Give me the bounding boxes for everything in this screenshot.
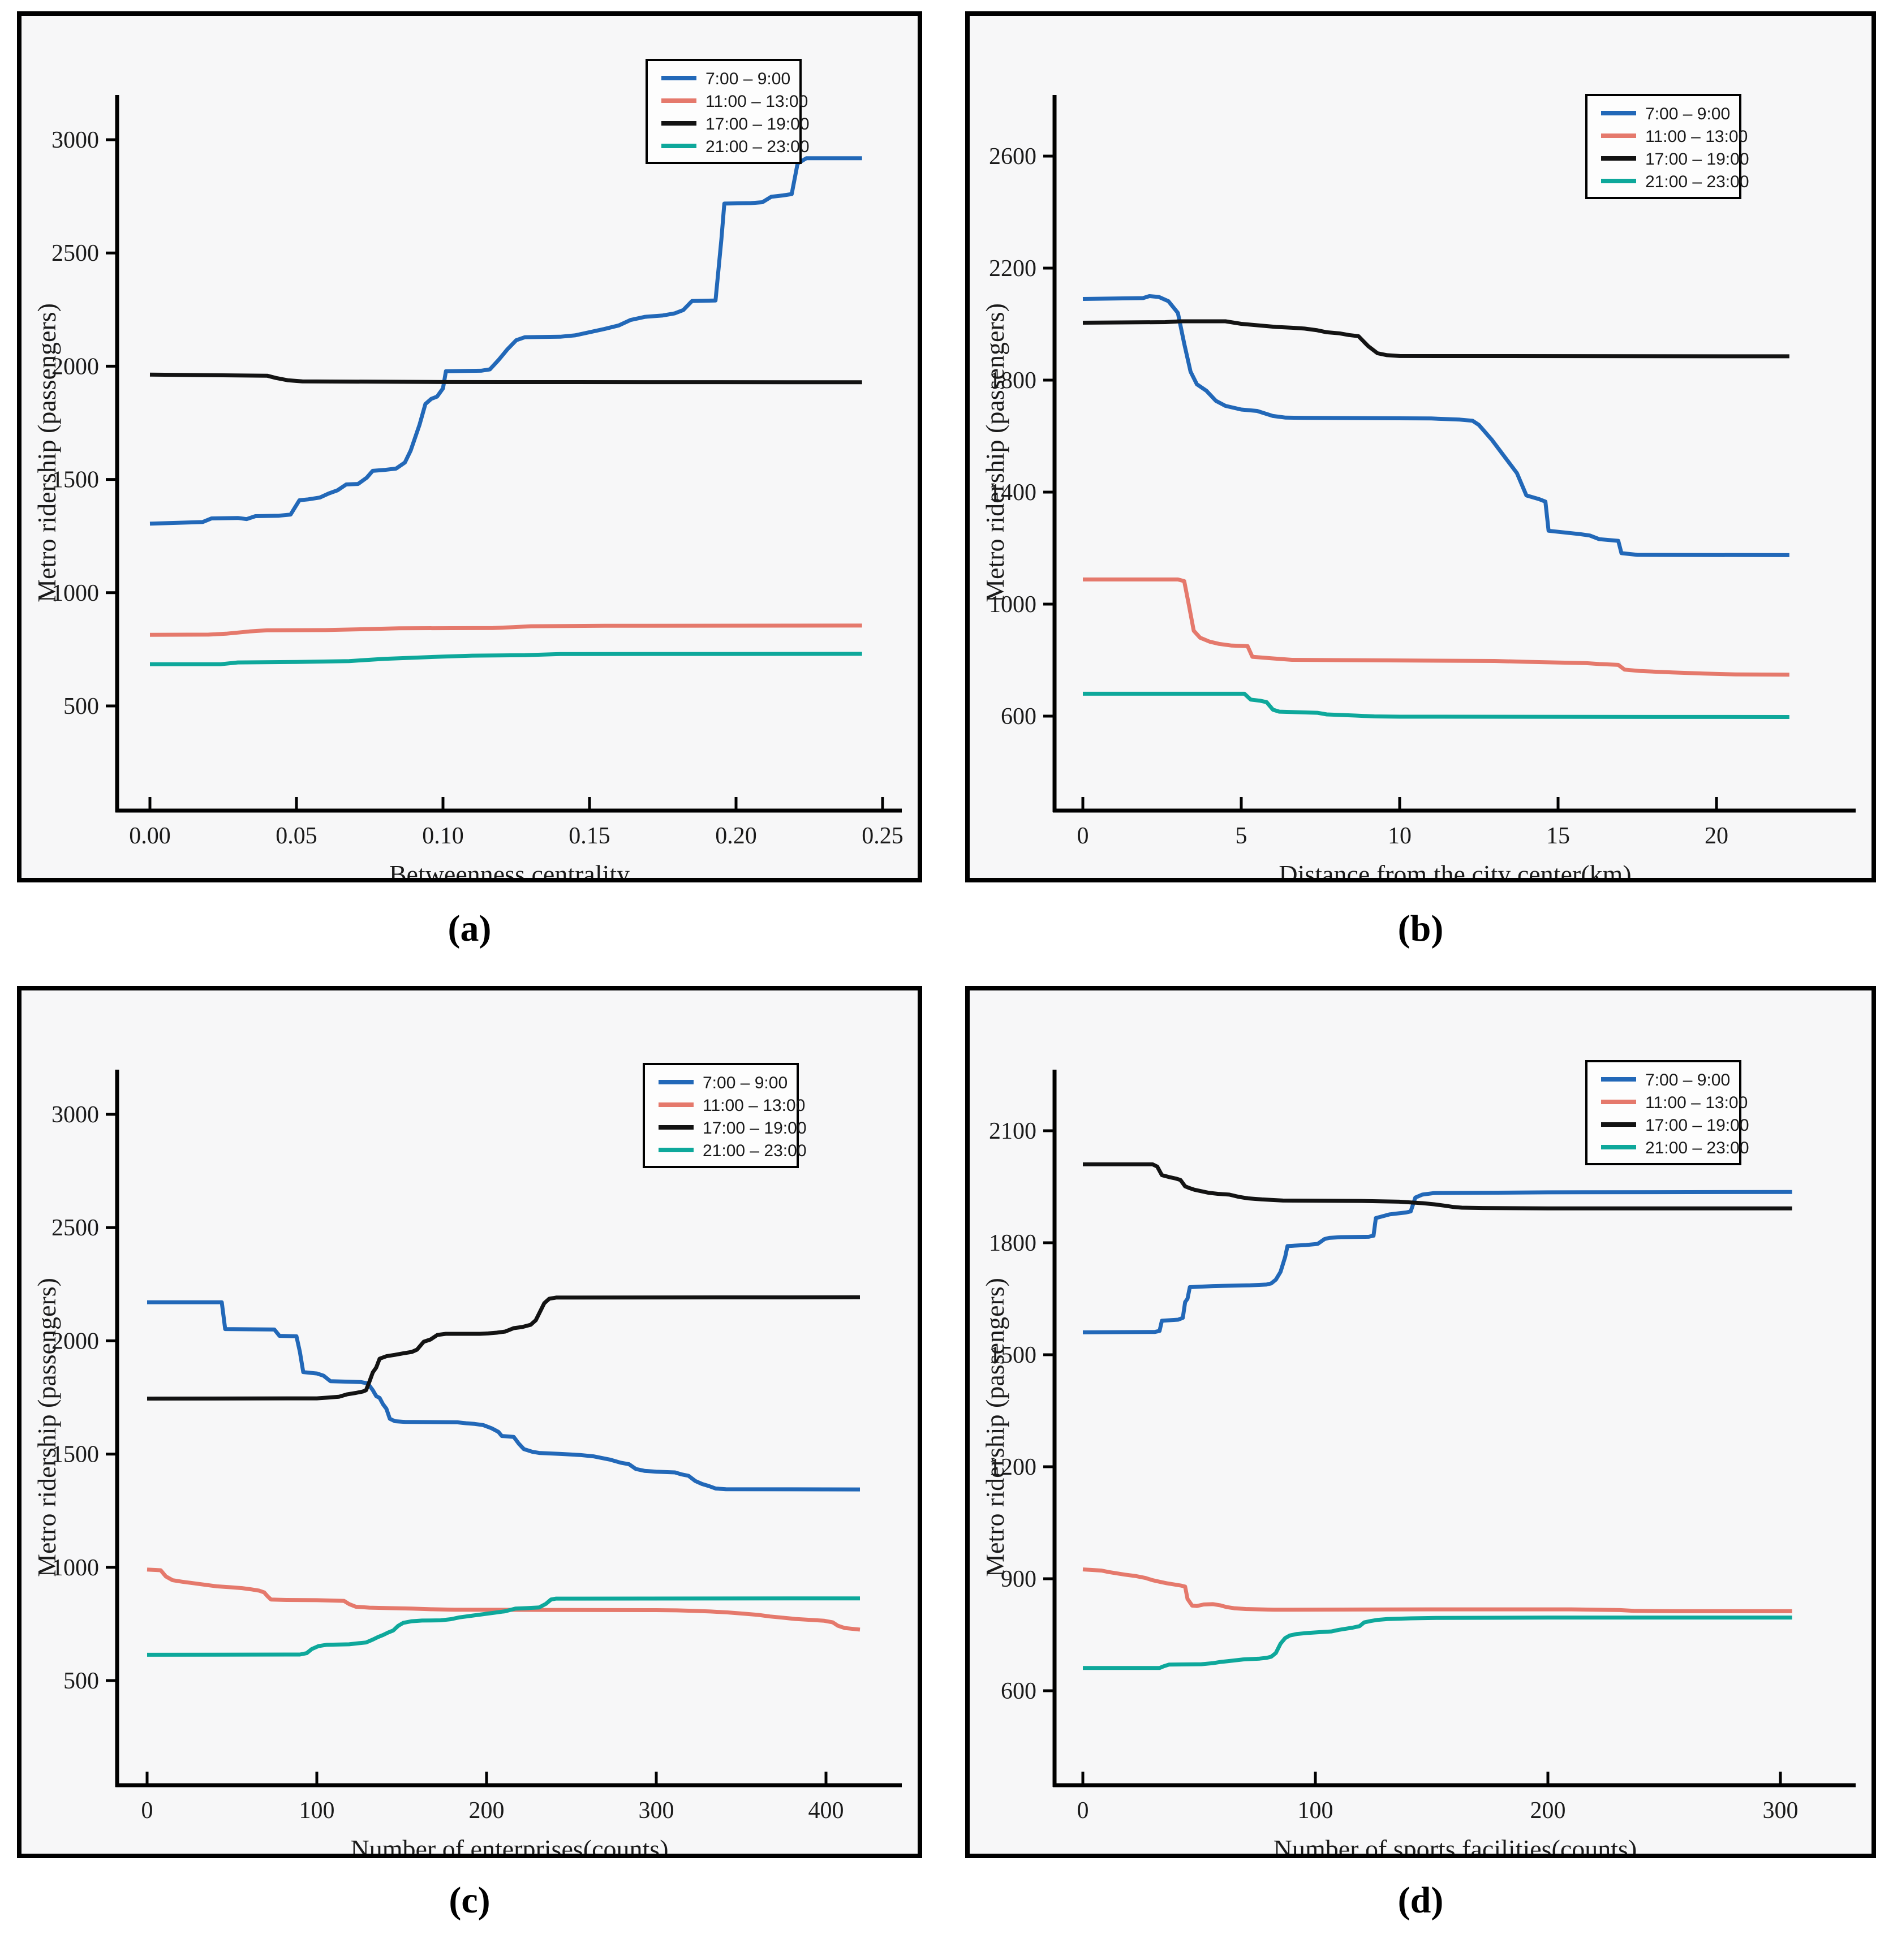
y-tick-label: 1500 — [51, 467, 99, 493]
y-tick-label: 600 — [1001, 704, 1036, 730]
x-tick-label: 0 — [1077, 823, 1089, 849]
y-tick-label: 1400 — [989, 480, 1036, 506]
legend-label: 7:00 – 9:00 — [703, 1074, 788, 1092]
x-tick-label: 15 — [1546, 823, 1570, 849]
panel-c-chart: 500 1000 1500 2000 2500 3000 0 100 200 300 400 Numb… — [32, 1063, 902, 1854]
x-tick-label: 300 — [639, 1798, 674, 1824]
series-line — [147, 1300, 861, 1492]
x-axis-title: Number of sports facilities(counts) — [1274, 1834, 1637, 1854]
series-line — [147, 1295, 861, 1401]
series-line — [147, 1596, 861, 1657]
legend-label: 17:00 – 19:00 — [1645, 1116, 1749, 1135]
x-tick-label: 0 — [1077, 1798, 1089, 1824]
panel-c-label: (c) — [449, 1880, 491, 1921]
y-tick-label: 2200 — [989, 256, 1036, 282]
panel-c: 500 1000 1500 2000 2500 3000 0 100 200 300 400 Numb… — [17, 986, 922, 1858]
y-tick-label: 2000 — [51, 1328, 99, 1354]
y-tick-label: 2500 — [51, 240, 99, 266]
y-tick-label: 2500 — [51, 1215, 99, 1241]
x-tick-label: 0.00 — [129, 823, 171, 849]
series-line — [149, 623, 862, 637]
series-line — [1082, 1190, 1792, 1334]
y-axis-title: Metro ridership (passengers) — [32, 1278, 61, 1577]
y-tick-label: 2100 — [989, 1118, 1036, 1144]
y-tick-label: 1500 — [51, 1442, 99, 1468]
x-tick-label: 0.10 — [422, 823, 464, 849]
legend-label: 7:00 – 9:00 — [705, 70, 790, 88]
y-axis-title: Metro ridership (passengers) — [32, 303, 61, 602]
y-tick-label: 1000 — [51, 1555, 99, 1581]
x-tick-label: 20 — [1705, 823, 1728, 849]
x-tick-label: 10 — [1388, 823, 1412, 849]
series-line — [1082, 319, 1789, 359]
x-tick-label: 200 — [1530, 1798, 1566, 1824]
series-line — [149, 156, 862, 526]
y-tick-label: 3000 — [51, 1102, 99, 1128]
x-tick-label: 0 — [141, 1798, 153, 1824]
y-tick-label: 2000 — [51, 354, 99, 380]
legend-label: 17:00 – 19:00 — [705, 115, 810, 133]
series-line — [1083, 577, 1789, 677]
panel-d: 600 900 1200 1500 1800 2100 0 100 200 300 Number o… — [965, 986, 1876, 1858]
legend-label: 17:00 – 19:00 — [703, 1119, 807, 1138]
legend-label: 11:00 – 13:00 — [705, 92, 808, 111]
y-tick-label: 900 — [1001, 1566, 1036, 1592]
panel-a-chart: 500 1000 1500 2000 2500 3000 0.00 0.05 0.10 0.15 0… — [32, 59, 904, 878]
panel-a: 500 1000 1500 2000 2500 3000 0.00 0.05 0.10 0.15 0… — [17, 11, 922, 882]
legend-label: 21:00 – 23:00 — [703, 1141, 807, 1160]
legend-label: 7:00 – 9:00 — [1645, 1071, 1730, 1089]
legend-label: 11:00 – 13:00 — [1645, 1093, 1748, 1112]
x-tick-label: 100 — [1298, 1798, 1333, 1824]
series-line — [149, 372, 862, 385]
series-line — [150, 652, 862, 666]
panel-b: 600 1000 1400 1800 2200 2600 0 5 10 15 20 Distance … — [965, 11, 1876, 882]
legend-label: 11:00 – 13:00 — [1645, 127, 1748, 146]
y-tick-label: 1000 — [51, 580, 99, 606]
series-line — [1083, 691, 1789, 719]
panel-b-chart: 600 1000 1400 1800 2200 2600 0 5 10 15 20 Distance … — [980, 94, 1856, 878]
x-tick-label: 0.05 — [276, 823, 317, 849]
panel-d-label: (d) — [1397, 1880, 1444, 1921]
series-line — [1083, 1162, 1792, 1211]
y-tick-label: 3000 — [51, 127, 99, 153]
y-tick-label: 2600 — [989, 144, 1036, 170]
series-line — [147, 1567, 861, 1632]
y-axis-title: Metro ridership (passengers) — [980, 303, 1009, 602]
legend-label: 7:00 – 9:00 — [1645, 105, 1730, 123]
x-axis-title: Betweenness centrality — [389, 860, 630, 878]
y-tick-label: 1200 — [989, 1454, 1036, 1480]
y-tick-label: 500 — [63, 693, 99, 720]
x-tick-label: 5 — [1236, 823, 1247, 849]
y-tick-label: 1500 — [989, 1342, 1036, 1368]
x-tick-label: 300 — [1763, 1798, 1799, 1824]
x-tick-label: 0.25 — [862, 823, 904, 849]
x-tick-label: 0.20 — [715, 823, 757, 849]
series-line — [1083, 1616, 1792, 1670]
x-axis-title: Number of enterprises(counts) — [350, 1834, 668, 1854]
y-axis-title: Metro ridership (passengers) — [980, 1278, 1009, 1577]
y-tick-label: 600 — [1001, 1678, 1036, 1704]
legend-label: 21:00 – 23:00 — [705, 137, 810, 156]
panel-a-label: (a) — [448, 908, 492, 949]
legend-label: 11:00 – 13:00 — [703, 1096, 805, 1115]
x-tick-label: 400 — [808, 1798, 844, 1824]
series-line — [1082, 294, 1789, 557]
x-tick-label: 200 — [469, 1798, 505, 1824]
legend-label: 21:00 – 23:00 — [1645, 1139, 1749, 1157]
series-line — [1082, 1567, 1792, 1613]
legend-label: 17:00 – 19:00 — [1645, 150, 1749, 169]
y-tick-label: 1800 — [989, 368, 1036, 394]
y-tick-label: 500 — [63, 1668, 99, 1694]
legend-label: 21:00 – 23:00 — [1645, 173, 1749, 191]
x-tick-label: 100 — [299, 1798, 335, 1824]
panel-b-label: (b) — [1397, 908, 1444, 949]
x-tick-label: 0.15 — [569, 823, 610, 849]
panel-d-chart: 600 900 1200 1500 1800 2100 0 100 200 300 Number o… — [980, 1060, 1856, 1854]
y-tick-label: 1000 — [989, 592, 1036, 618]
x-axis-title: Distance from the city center(km) — [1279, 860, 1631, 878]
y-tick-label: 1800 — [989, 1230, 1036, 1256]
